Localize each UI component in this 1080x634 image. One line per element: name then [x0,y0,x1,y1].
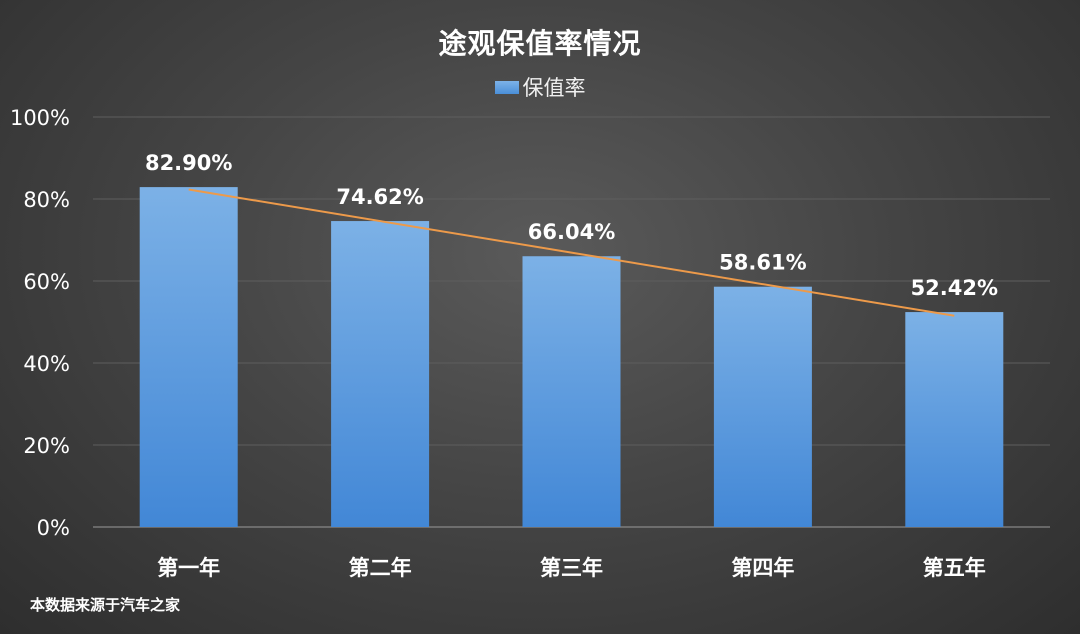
legend-swatch [494,80,519,94]
data-label: 74.62% [336,185,423,209]
data-label: 52.42% [911,276,998,300]
data-label: 58.61% [719,251,806,275]
y-tick-label: 80% [23,188,70,212]
y-tick-label: 20% [23,434,70,458]
y-axis-ticks: 0% 20% 40% 60% 80% 100% [10,106,70,540]
x-tick-label: 第一年 [157,556,220,580]
x-tick-label: 第三年 [540,556,603,580]
data-label: 82.90% [145,151,232,175]
y-tick-label: 60% [23,270,70,294]
bar [139,187,238,528]
data-label: 66.04% [528,220,615,244]
bar [905,312,1004,527]
bar [331,221,430,528]
y-tick-label: 100% [10,106,70,130]
x-axis-ticks: 第一年 第二年 第三年 第四年 第五年 [157,556,986,580]
x-tick-label: 第五年 [923,556,986,580]
legend-label: 保值率 [522,76,586,100]
y-tick-label: 40% [23,352,70,376]
bar [522,256,621,527]
chart-title: 途观保值率情况 [438,27,642,60]
data-labels: 82.90% 74.62% 66.04% 58.61% 52.42% [145,151,998,300]
bar [713,286,812,527]
trendline [188,188,955,317]
source-note: 本数据来源于汽车之家 [30,596,181,614]
trendline-group [188,188,955,317]
x-tick-label: 第四年 [731,556,794,580]
bars [139,187,1004,528]
x-tick-label: 第二年 [349,556,412,580]
y-tick-label: 0% [37,516,70,540]
chart-legend: 保值率 [0,72,1080,102]
